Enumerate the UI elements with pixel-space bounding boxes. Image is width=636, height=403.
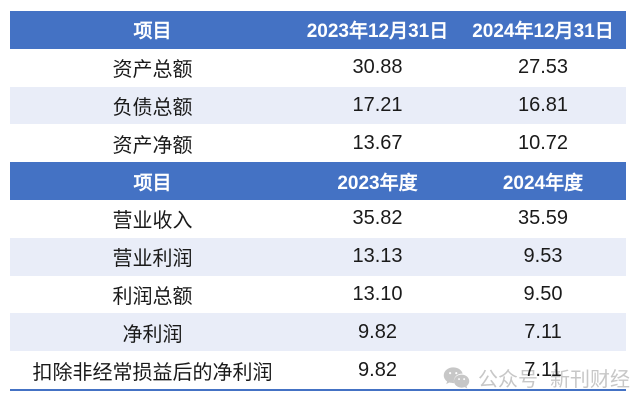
row-label: 资产总额 bbox=[112, 59, 193, 82]
table-row-net-profit-excl-nonrecurring: 扣除非经常损益后的净利润 9.82 7.11 bbox=[10, 351, 626, 389]
wechat-icon bbox=[443, 366, 470, 389]
balance-sheet-header-row: 项目 2023年12月31日 2024年12月31日 bbox=[10, 11, 626, 49]
column-header-item: 项目 bbox=[133, 21, 172, 43]
cell-value: 30.88 bbox=[352, 56, 403, 79]
row-label: 净利润 bbox=[122, 323, 183, 346]
cell-value: 27.53 bbox=[517, 56, 569, 79]
cell-value: 7.11 bbox=[524, 358, 562, 381]
row-label: 资产净额 bbox=[112, 134, 193, 157]
watermark: 公众号 新刊财经 bbox=[443, 364, 630, 391]
cell-value: 9.82 bbox=[358, 358, 397, 381]
cell-value: 9.53 bbox=[523, 245, 563, 268]
table-row-operating-profit: 营业利润 13.13 9.53 bbox=[10, 237, 626, 276]
cell-value: 13.10 bbox=[352, 282, 403, 305]
watermark-text-right: 新刊财经 bbox=[550, 368, 630, 391]
row-label: 扣除非经常损益后的净利润 bbox=[32, 361, 273, 384]
cell-value: 16.81 bbox=[517, 93, 569, 116]
table-row-total-profit: 利润总额 13.10 9.50 bbox=[10, 275, 626, 314]
cell-value: 13.67 bbox=[352, 131, 403, 154]
row-label: 利润总额 bbox=[112, 285, 193, 308]
table-row-total-assets: 资产总额 30.88 27.53 bbox=[10, 48, 626, 87]
cell-value: 9.82 bbox=[358, 320, 397, 343]
cell-value: 35.59 bbox=[517, 207, 569, 230]
table-row-net-assets: 资产净额 13.67 10.72 bbox=[10, 124, 626, 163]
row-label: 负债总额 bbox=[112, 96, 193, 119]
cell-value: 7.11 bbox=[524, 320, 562, 343]
income-statement-header-row: 项目 2023年度 2024年度 bbox=[10, 162, 626, 200]
column-header-2023-12-31: 2023年12月31日 bbox=[306, 21, 449, 43]
row-label: 营业收入 bbox=[112, 210, 193, 233]
watermark-text-left: 公众号 bbox=[478, 368, 538, 391]
cell-value: 35.82 bbox=[352, 207, 403, 230]
financial-summary-table: 项目 2023年12月31日 2024年12月31日 资产总额 30.88 27… bbox=[10, 11, 626, 391]
table-row-net-profit: 净利润 9.82 7.11 bbox=[10, 313, 626, 352]
cell-value: 10.72 bbox=[517, 131, 569, 154]
row-label: 营业利润 bbox=[112, 248, 193, 271]
column-header-2024-12-31: 2024年12月31日 bbox=[472, 21, 614, 43]
column-header-item: 项目 bbox=[133, 172, 172, 194]
table-row-operating-revenue: 营业收入 35.82 35.59 bbox=[10, 199, 626, 238]
column-header-fy2024: 2024年度 bbox=[502, 172, 584, 194]
cell-value: 13.13 bbox=[352, 245, 403, 268]
column-header-fy2023: 2023年度 bbox=[337, 172, 418, 194]
cell-value: 17.21 bbox=[352, 93, 403, 116]
cell-value: 9.50 bbox=[523, 282, 563, 305]
table-row-total-liabilities: 负债总额 17.21 16.81 bbox=[10, 86, 626, 125]
